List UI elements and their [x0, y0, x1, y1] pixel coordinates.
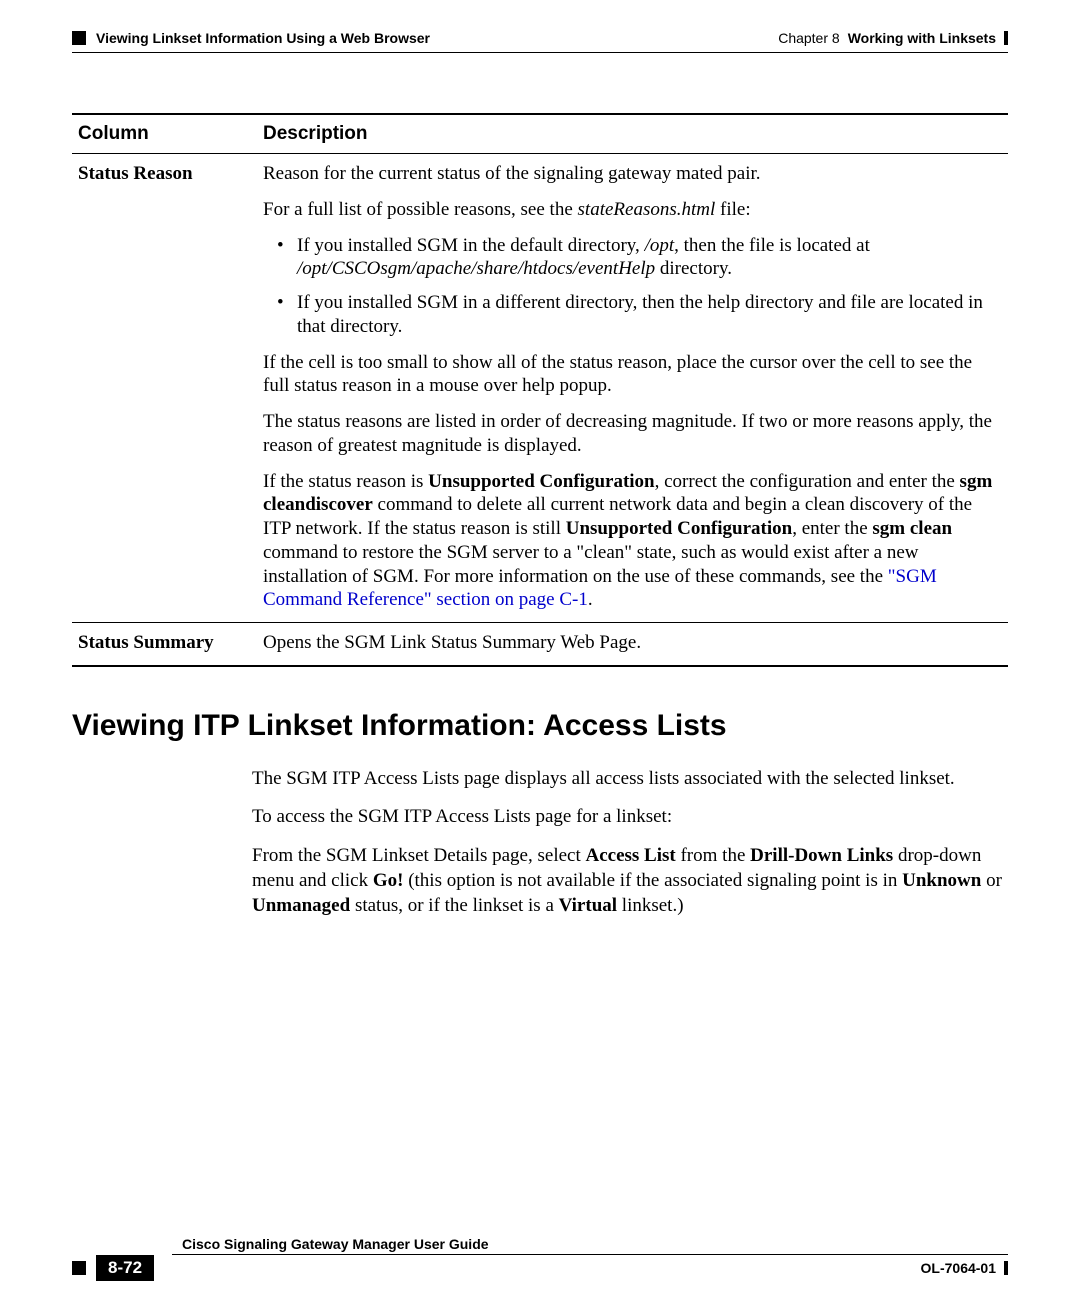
header-bar-icon	[1004, 31, 1008, 45]
desc-paragraph: If the status reason is Unsupported Conf…	[263, 470, 1002, 613]
header-rule	[72, 52, 1008, 53]
footer-left: 8-72	[72, 1255, 154, 1281]
document-page: Viewing Linkset Information Using a Web …	[0, 0, 1080, 1311]
page-header: Viewing Linkset Information Using a Web …	[72, 30, 1008, 46]
table-header-column: Column	[72, 114, 257, 154]
chapter-title: Working with Linksets	[848, 30, 996, 46]
row-description: Opens the SGM Link Status Summary Web Pa…	[257, 623, 1008, 666]
row-label: Status Reason	[72, 154, 257, 623]
header-section-title: Viewing Linkset Information Using a Web …	[96, 30, 430, 46]
body-paragraph: From the SGM Linkset Details page, selec…	[252, 844, 1008, 918]
table-row: Status Summary Opens the SGM Link Status…	[72, 623, 1008, 666]
table-row: Status Reason Reason for the current sta…	[72, 154, 1008, 623]
definition-table: Column Description Status Reason Reason …	[72, 113, 1008, 667]
row-description: Reason for the current status of the sig…	[257, 154, 1008, 623]
header-left: Viewing Linkset Information Using a Web …	[72, 30, 430, 46]
table-header-description: Description	[257, 114, 1008, 154]
footer-bottom: 8-72 OL-7064-01	[72, 1255, 1008, 1281]
body-paragraph: To access the SGM ITP Access Lists page …	[252, 805, 1008, 830]
desc-paragraph: Reason for the current status of the sig…	[263, 162, 1002, 186]
section-heading: Viewing ITP Linkset Information: Access …	[72, 709, 1008, 743]
row-label: Status Summary	[72, 623, 257, 666]
bullet-list: If you installed SGM in the default dire…	[263, 234, 1002, 339]
footer-marker-icon	[72, 1261, 86, 1275]
desc-paragraph: If the cell is too small to show all of …	[263, 351, 1002, 399]
list-item: If you installed SGM in the default dire…	[263, 234, 1002, 282]
page-number-badge: 8-72	[96, 1255, 154, 1281]
list-item: If you installed SGM in a different dire…	[263, 291, 1002, 339]
footer-bar-icon	[1004, 1261, 1008, 1275]
page-footer: Cisco Signaling Gateway Manager User Gui…	[72, 1236, 1008, 1281]
footer-doc-id: OL-7064-01	[921, 1260, 996, 1276]
body-paragraph: The SGM ITP Access Lists page displays a…	[252, 767, 1008, 792]
chapter-label: Chapter 8	[778, 30, 839, 46]
header-marker-icon	[72, 31, 86, 45]
footer-doc-title: Cisco Signaling Gateway Manager User Gui…	[182, 1236, 1008, 1252]
desc-paragraph: For a full list of possible reasons, see…	[263, 198, 1002, 222]
footer-right: OL-7064-01	[921, 1260, 1008, 1276]
desc-paragraph: The status reasons are listed in order o…	[263, 410, 1002, 458]
header-right: Chapter 8 Working with Linksets	[778, 30, 1008, 46]
